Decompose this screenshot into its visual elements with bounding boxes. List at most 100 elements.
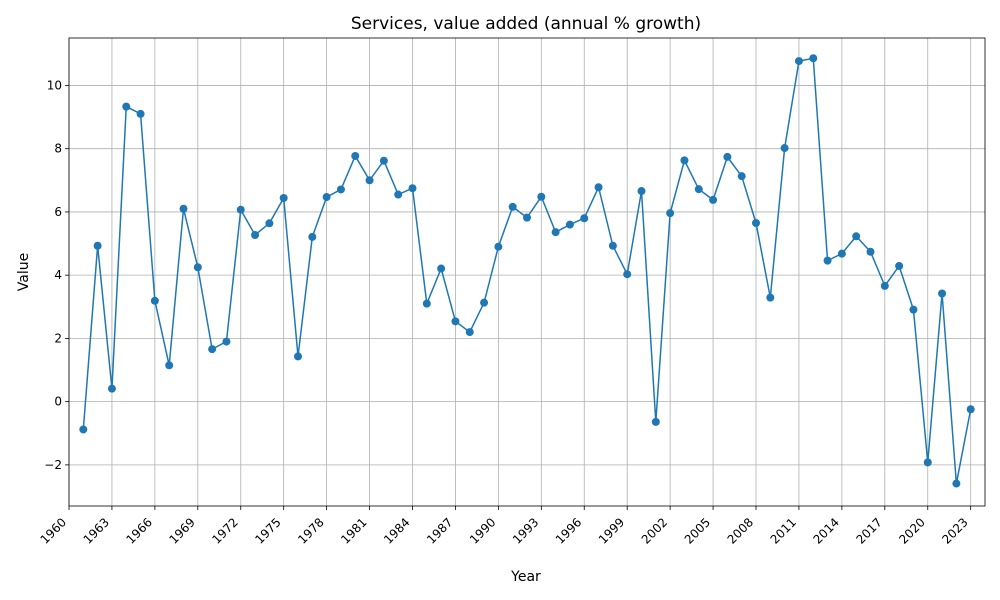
data-point bbox=[394, 190, 403, 199]
data-point bbox=[279, 194, 288, 203]
data-point bbox=[837, 249, 846, 258]
x-tick-label: 1987 bbox=[424, 515, 455, 546]
x-tick-label: 2005 bbox=[682, 515, 713, 546]
axis-ticks: 1960 1963 1966 1969 1972 1975 1978 1981 1984 1987… bbox=[38, 78, 972, 547]
x-tick-label: 1996 bbox=[553, 515, 584, 546]
data-point bbox=[208, 345, 217, 354]
data-point bbox=[523, 213, 531, 222]
data-point bbox=[494, 242, 503, 251]
data-point bbox=[852, 232, 861, 241]
data-point bbox=[136, 109, 145, 118]
data-point bbox=[866, 247, 875, 256]
x-tick-label: 2011 bbox=[768, 515, 799, 546]
data-point bbox=[265, 219, 274, 228]
data-point bbox=[93, 241, 102, 250]
x-tick-label: 1960 bbox=[38, 515, 69, 546]
data-point bbox=[923, 458, 932, 467]
data-point bbox=[322, 193, 331, 202]
grid bbox=[68, 38, 985, 506]
data-point bbox=[251, 231, 260, 240]
data-point bbox=[666, 209, 675, 218]
data-point bbox=[938, 289, 947, 298]
data-point bbox=[336, 185, 345, 194]
x-tick-label: 1966 bbox=[123, 515, 154, 546]
y-tick-label: 8 bbox=[54, 142, 62, 156]
data-point bbox=[408, 184, 417, 193]
data-point bbox=[780, 144, 789, 153]
data-point bbox=[236, 205, 245, 214]
data-point bbox=[351, 151, 360, 160]
data-point bbox=[465, 328, 474, 337]
data-point bbox=[752, 218, 760, 227]
y-tick-label: 0 bbox=[54, 395, 62, 409]
data-point bbox=[680, 156, 689, 165]
data-point bbox=[422, 299, 431, 308]
data-point bbox=[379, 156, 388, 165]
data-point bbox=[766, 293, 775, 302]
data-point bbox=[709, 195, 718, 204]
data-point bbox=[565, 220, 574, 229]
data-point bbox=[794, 57, 803, 66]
y-tick-label: −2 bbox=[44, 458, 62, 472]
chart-title: Services, value added (annual % growth) bbox=[351, 14, 701, 34]
data-point bbox=[637, 187, 646, 196]
data-point bbox=[150, 296, 159, 305]
data-point bbox=[909, 305, 918, 314]
data-point bbox=[651, 417, 660, 426]
x-tick-label: 2002 bbox=[639, 515, 670, 546]
data-point bbox=[508, 202, 517, 211]
x-tick-label: 1993 bbox=[510, 515, 541, 546]
x-tick-label: 1984 bbox=[381, 515, 412, 546]
x-tick-label: 1981 bbox=[338, 515, 369, 546]
data-point bbox=[179, 204, 188, 213]
x-tick-label: 1969 bbox=[166, 515, 197, 546]
data-point bbox=[580, 214, 589, 223]
data-point bbox=[165, 361, 174, 370]
data-point bbox=[966, 405, 975, 414]
y-tick-label: 10 bbox=[47, 78, 62, 92]
data-point bbox=[294, 352, 302, 361]
data-point bbox=[623, 270, 632, 279]
x-tick-label: 2014 bbox=[810, 515, 841, 546]
x-tick-label: 2008 bbox=[725, 515, 756, 546]
data-point bbox=[823, 256, 832, 265]
data-point bbox=[107, 384, 116, 393]
x-tick-label: 1999 bbox=[596, 515, 627, 546]
plot-frame bbox=[68, 37, 986, 507]
data-point bbox=[365, 176, 374, 185]
x-tick-label: 1990 bbox=[467, 515, 498, 546]
x-axis-title: Year bbox=[510, 569, 541, 585]
x-tick-label: 1975 bbox=[252, 515, 283, 546]
y-tick-label: 4 bbox=[54, 268, 62, 282]
y-tick-label: 6 bbox=[54, 205, 62, 219]
x-tick-label: 2023 bbox=[939, 515, 970, 546]
y-axis-title: Value bbox=[16, 253, 32, 291]
data-point bbox=[222, 337, 231, 346]
x-tick-label: 1978 bbox=[295, 515, 326, 546]
x-tick-label: 1963 bbox=[81, 515, 112, 546]
data-point bbox=[594, 183, 603, 192]
data-point bbox=[193, 263, 202, 272]
data-point bbox=[79, 425, 88, 434]
data-point bbox=[308, 232, 317, 241]
data-point bbox=[437, 264, 446, 273]
data-point bbox=[895, 261, 904, 270]
x-tick-label: 2017 bbox=[853, 515, 884, 546]
data-point bbox=[880, 281, 889, 290]
data-point bbox=[480, 298, 489, 307]
data-point bbox=[737, 172, 746, 181]
data-point bbox=[694, 185, 703, 194]
data-point bbox=[952, 479, 961, 488]
data-point bbox=[122, 102, 131, 111]
y-tick-label: 2 bbox=[54, 331, 62, 345]
data-point bbox=[551, 228, 560, 237]
series-line bbox=[82, 57, 972, 484]
data-point bbox=[723, 152, 732, 161]
x-tick-label: 2020 bbox=[896, 515, 927, 546]
data-point bbox=[809, 54, 818, 63]
data-series bbox=[79, 54, 975, 488]
data-point bbox=[537, 192, 546, 201]
data-point bbox=[451, 317, 460, 326]
data-point bbox=[608, 241, 617, 250]
x-tick-label: 1972 bbox=[209, 515, 240, 546]
